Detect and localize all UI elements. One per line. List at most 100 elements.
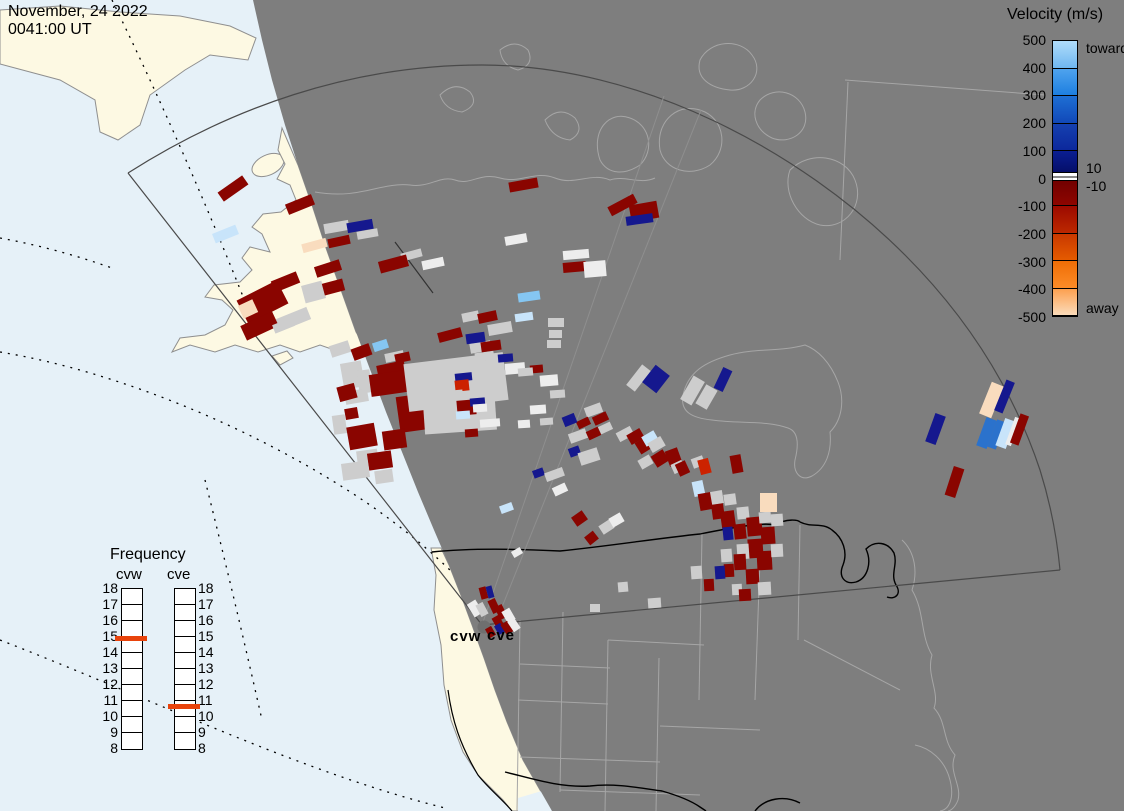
frequency-ladder-cell (122, 653, 142, 669)
velocity-cell (690, 565, 703, 580)
frequency-scale-label: 9 (198, 724, 206, 740)
velocity-cell (738, 588, 752, 602)
frequency-scale-label: 16 (198, 612, 214, 628)
velocity-cell (464, 428, 479, 438)
frequency-ladder-cell (175, 589, 195, 605)
velocity-cell (713, 366, 733, 393)
frequency-scale-label: 12 (102, 676, 118, 692)
velocity-cell (539, 417, 554, 426)
velocity-cell (284, 194, 316, 215)
frequency-ladder-cell (122, 717, 142, 733)
velocity-colorbar-segment (1053, 178, 1077, 206)
velocity-cell (722, 526, 734, 541)
velocity-tick-label: -400 (1017, 281, 1046, 298)
fov-right-edge (481, 569, 1061, 626)
velocity-tick-label: -300 (1017, 253, 1046, 270)
frequency-ladder-cell (175, 685, 195, 701)
velocity-tick-label: -100 (1017, 198, 1046, 215)
velocity-cell (217, 175, 249, 202)
frequency-scale-label: 8 (110, 740, 118, 756)
velocity-cell (733, 523, 747, 540)
velocity-tick-label: 200 (1022, 115, 1046, 132)
velocity-cell (590, 604, 600, 612)
frequency-scale-label: 17 (102, 596, 118, 612)
velocity-cell (720, 548, 733, 563)
velocity-colorbar-segment (1053, 41, 1077, 69)
velocity-cell (647, 597, 662, 609)
velocity-cell (321, 278, 346, 296)
velocity-tick-label: 300 (1022, 87, 1046, 104)
frequency-column-cvw: cvw (116, 566, 142, 583)
frequency-scale-label: 18 (102, 580, 118, 596)
velocity-cell (703, 578, 715, 592)
frequency-scale-label: 13 (198, 660, 214, 676)
velocity-tick-label: 500 (1022, 32, 1046, 48)
velocity-cell (549, 389, 566, 399)
away-label: away (1086, 300, 1119, 316)
velocity-cell (529, 404, 547, 415)
velocity-cell (770, 513, 784, 527)
velocity-tick-label: -200 (1017, 225, 1046, 242)
velocity-cell (377, 254, 410, 274)
velocity-cell (479, 418, 501, 428)
velocity-cell (551, 482, 569, 497)
velocity-colorbar-segment (1053, 96, 1077, 124)
frequency-ladder-cell (175, 621, 195, 637)
time-text: 0041:00 UT (8, 21, 92, 38)
threshold-plus-label: 10 (1086, 160, 1102, 176)
frequency-ladder-cell (122, 621, 142, 637)
us-mexico-border (504, 771, 707, 811)
pacific-coast-south (447, 689, 513, 811)
frequency-scale-label: 11 (103, 692, 118, 708)
velocity-cell (571, 510, 588, 527)
velocity-cell (517, 367, 534, 377)
frequency-ladder-cell (122, 589, 142, 605)
frequency-scale-label: 10 (102, 708, 118, 724)
velocity-tick-label: -500 (1017, 309, 1046, 325)
velocity-colorbar-segment (1053, 233, 1077, 261)
frequency-ladder-cvw (121, 588, 143, 750)
velocity-cell (472, 403, 488, 413)
velocity-cell (340, 460, 371, 481)
frequency-scale-label: 14 (198, 644, 214, 660)
velocity-tick-label: 400 (1022, 59, 1046, 76)
velocity-cell (567, 428, 589, 444)
velocity-cell (549, 330, 562, 338)
velocity-cell (344, 406, 359, 421)
frequency-scale-label: 13 (102, 660, 118, 676)
frequency-scale-label: 10 (198, 708, 214, 724)
velocity-cell (346, 422, 378, 451)
velocity-cell (756, 550, 773, 571)
frequency-scale-label: 11 (198, 692, 213, 708)
velocity-cell (562, 248, 590, 261)
velocity-cell (547, 340, 561, 348)
velocity-cell (548, 318, 564, 327)
great-lakes-outline (799, 521, 899, 599)
velocity-cell (583, 260, 607, 278)
frequency-scale-label: 18 (198, 580, 214, 596)
velocity-cell (497, 353, 514, 363)
velocity-cell (374, 468, 394, 485)
frequency-scale-label: 8 (198, 740, 206, 756)
frequency-ladder-cell (175, 669, 195, 685)
frequency-scale-label: 17 (198, 596, 214, 612)
velocity-legend-title: Velocity (m/s) (1007, 6, 1104, 23)
frequency-ladder-cell (122, 701, 142, 717)
velocity-cell (733, 553, 747, 571)
velocity-tick-label: 0 (1038, 170, 1046, 187)
velocity-cell (331, 414, 348, 435)
frequency-column-cve: cve (167, 566, 191, 583)
velocity-zero-band (1053, 172, 1077, 181)
velocity-zero-line (1053, 176, 1077, 178)
velocity-cell (714, 565, 726, 580)
frequency-ladder-cell (122, 605, 142, 621)
frequency-ladder-cell (175, 637, 195, 653)
velocity-cell (480, 339, 502, 353)
velocity-cell (510, 546, 524, 559)
velocity-cell (421, 256, 445, 271)
fov-left-edge (127, 172, 483, 626)
velocity-cell (477, 310, 498, 324)
velocity-cell (674, 460, 691, 477)
